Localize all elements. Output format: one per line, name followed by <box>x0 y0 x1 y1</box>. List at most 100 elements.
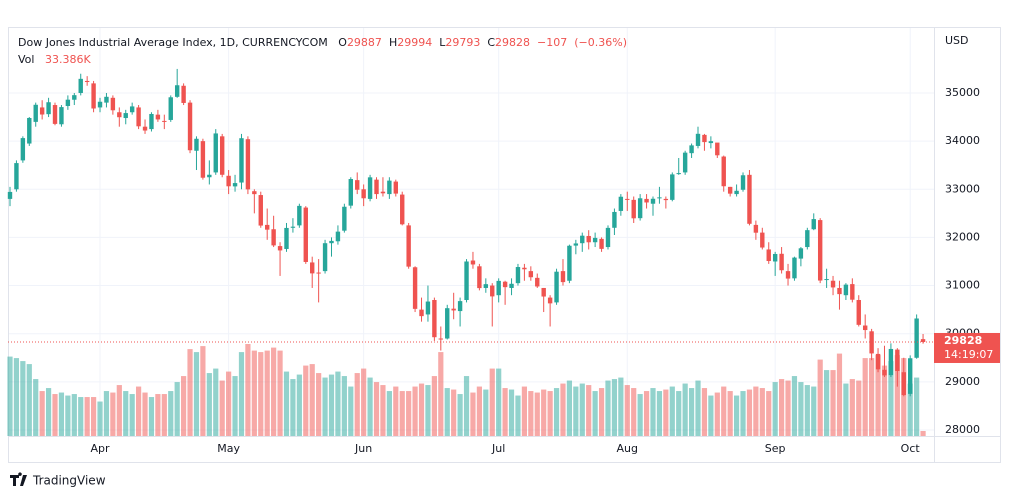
candle-body <box>14 163 19 190</box>
candle-body <box>303 207 308 262</box>
volume-bar <box>907 383 913 436</box>
volume-bar <box>373 382 380 436</box>
volume-bar <box>901 358 907 436</box>
volume-bar <box>656 391 663 436</box>
volume-bar <box>579 383 585 436</box>
volume-bar <box>824 370 830 436</box>
volume-bar <box>425 385 431 436</box>
candle-body <box>432 300 437 338</box>
candle-body <box>219 136 225 175</box>
candle-body <box>547 297 553 304</box>
candle-body <box>470 260 476 265</box>
ohlc-value: 29793 <box>445 36 481 49</box>
candle-body <box>425 301 431 315</box>
volume-bar <box>412 386 418 436</box>
volume-bar <box>296 374 302 436</box>
candle-body <box>766 249 771 262</box>
candle-body <box>277 246 283 251</box>
candle-body <box>772 253 778 262</box>
candle-body <box>97 101 103 108</box>
volume-bar <box>322 377 328 436</box>
candle-body <box>316 272 321 274</box>
volume-bar <box>354 373 360 436</box>
candle-body <box>52 105 58 124</box>
volume-bar <box>431 376 437 436</box>
candle-body <box>715 142 720 156</box>
volume-bar <box>129 394 135 436</box>
volume-bar <box>753 386 759 436</box>
volume-bars <box>7 344 926 436</box>
volume-bar <box>142 392 148 436</box>
candle-body <box>895 349 900 372</box>
volume-bar <box>463 376 470 436</box>
brand-logo <box>10 472 27 486</box>
candle-body <box>181 85 186 103</box>
volume-bar <box>695 380 701 436</box>
candle-body <box>830 280 836 288</box>
volume-bar <box>103 391 110 436</box>
volume-bar <box>399 391 405 436</box>
volume-bar <box>386 391 392 436</box>
candle-body <box>502 281 508 288</box>
volume-bar <box>206 373 212 436</box>
candle-body <box>46 102 51 115</box>
volume-bar <box>483 389 489 436</box>
volume-bar <box>71 394 77 436</box>
candle-body <box>342 206 347 231</box>
volume-bar <box>721 386 727 436</box>
x-tick-label: Apr <box>91 442 111 455</box>
ohlc-name: L <box>439 36 446 49</box>
candle-body <box>84 80 90 83</box>
candle-body <box>811 219 816 230</box>
candle-body <box>162 120 167 122</box>
candle-body <box>535 277 540 287</box>
volume-bar <box>791 376 798 436</box>
candle-body <box>284 227 289 249</box>
candle-body <box>355 180 360 190</box>
candle-body <box>361 189 366 199</box>
candle-body <box>875 353 881 370</box>
x-tick-label: Oct <box>901 442 921 455</box>
volume-bar <box>798 382 804 436</box>
volume-bar <box>637 394 643 436</box>
candle-body <box>335 231 341 242</box>
volume-bar <box>303 365 309 436</box>
volume-bar <box>187 349 193 436</box>
candle-body <box>490 285 495 297</box>
candle-body <box>239 138 244 183</box>
candle-body <box>747 174 752 224</box>
candle-body <box>721 156 726 187</box>
volume-bar <box>136 386 142 436</box>
volume-bar <box>174 382 180 436</box>
candle-body <box>129 106 135 113</box>
candle-body <box>91 83 96 109</box>
volume-bar <box>200 346 206 436</box>
candle-body <box>528 271 534 278</box>
candle-body <box>779 253 784 271</box>
candle-body <box>232 183 238 187</box>
candle-body <box>843 284 849 296</box>
grid <box>8 28 934 436</box>
volume-bar <box>817 359 823 436</box>
symbol-title: Dow Jones Industrial Average Index, 1D, … <box>18 36 328 49</box>
candle-body <box>914 318 919 358</box>
volume-bar <box>676 391 682 436</box>
volume-bar <box>245 344 251 436</box>
volume-bar <box>13 358 20 436</box>
candle-body <box>862 325 868 331</box>
candle-body <box>920 339 926 342</box>
volume-bar <box>669 386 675 436</box>
candle-body <box>33 104 38 122</box>
candle-body <box>689 145 694 154</box>
change: −107 <box>537 36 568 49</box>
candle-body <box>637 198 643 219</box>
volume-bar <box>90 397 97 436</box>
volume-bar <box>811 386 817 436</box>
volume-bar <box>804 385 810 436</box>
volume-bar <box>316 373 322 436</box>
candle-body <box>850 284 855 300</box>
y-tick-label: 34000 <box>945 134 980 147</box>
volume-bar <box>733 395 740 436</box>
volume-bar <box>502 388 508 436</box>
